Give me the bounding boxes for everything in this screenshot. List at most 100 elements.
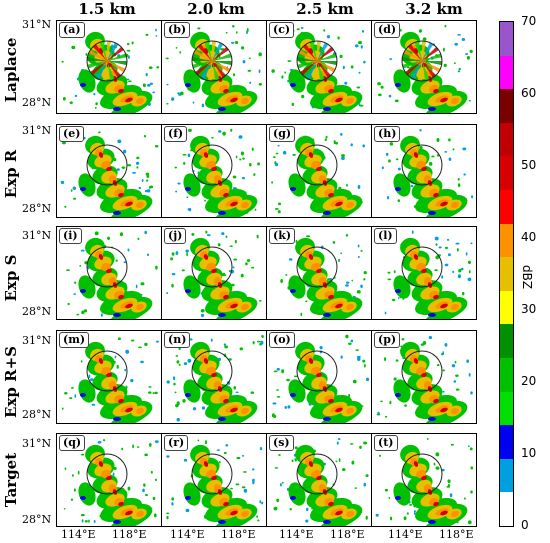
colorbar-segment — [500, 22, 513, 56]
radar-reflectivity-map — [377, 24, 473, 113]
radar-reflectivity-map — [174, 128, 260, 217]
map-panel: (g) — [266, 124, 372, 218]
colorbar-segment — [500, 358, 513, 392]
row-label-exp-s: Exp S — [2, 254, 20, 302]
row-label-exp-r: Exp R — [2, 149, 20, 199]
panel-label: (o) — [269, 332, 295, 348]
map-panel: (r) — [161, 433, 267, 527]
panel-label: (p) — [374, 332, 401, 348]
map-panel: (f) — [161, 124, 267, 218]
map-panel: (p) — [371, 330, 477, 424]
radar-reflectivity-map — [375, 438, 474, 526]
lat-label-south: 28°N — [22, 96, 52, 109]
colorbar-tick-label: 30 — [521, 302, 537, 316]
radar-reflectivity-map — [271, 334, 370, 423]
map-panel: (t) — [371, 433, 477, 527]
panel-label: (q) — [59, 435, 86, 451]
lat-label-north: 31°N — [22, 124, 52, 137]
map-panel: (o) — [266, 330, 372, 424]
panel-label: (f) — [164, 126, 188, 142]
map-panel: (n) — [161, 330, 267, 424]
panel-label: (r) — [164, 435, 189, 451]
colorbar-tick-label: 0 — [521, 518, 529, 532]
row-label-target: Target — [2, 452, 20, 508]
colorbar — [499, 21, 514, 527]
lat-label-north: 31°N — [22, 229, 52, 242]
colorbar-segment — [500, 55, 513, 90]
colorbar-segment — [500, 290, 513, 325]
panel-label: (j) — [164, 228, 187, 244]
panel-label: (t) — [374, 435, 398, 451]
radar-reflectivity-map — [381, 128, 474, 217]
radar-reflectivity-map — [273, 438, 369, 526]
lat-label-north: 31°N — [22, 334, 52, 347]
lat-label-south: 28°N — [22, 513, 52, 526]
row-label-wrap-exp-rs: Exp R+S — [0, 330, 22, 434]
panel-label: (s) — [269, 435, 294, 451]
lat-label-south: 28°N — [22, 305, 52, 318]
colorbar-tick-label: 10 — [521, 446, 537, 460]
colorbar-tick-label: 60 — [521, 86, 537, 100]
lat-label-north: 31°N — [22, 437, 52, 450]
row-label-laplace: Laplace — [2, 37, 20, 103]
colorbar-segment — [500, 190, 513, 224]
lon-label-west: 114°E — [388, 528, 423, 541]
radar-reflectivity-map — [274, 233, 367, 319]
map-panel: (e) — [56, 124, 162, 218]
row-label-wrap-laplace: Laplace — [0, 18, 22, 122]
radar-reflectivity-map — [271, 132, 366, 217]
map-panel: (q) — [56, 433, 162, 527]
radar-reflectivity-map — [376, 336, 473, 423]
radar-reflectivity-map — [166, 334, 264, 423]
radar-reflectivity-map — [166, 439, 264, 526]
colorbar-tick-label: 40 — [521, 230, 537, 244]
map-panel: (b) — [161, 20, 267, 114]
colorbar-segment — [500, 391, 513, 426]
row-label-wrap-target: Target — [0, 428, 22, 532]
lat-label-north: 31°N — [22, 18, 52, 31]
radar-reflectivity-map — [61, 337, 159, 423]
map-panel: (a) — [56, 20, 162, 114]
lat-label-south: 28°N — [22, 202, 52, 215]
lon-label-east: 118°E — [112, 528, 147, 541]
panel-label: (h) — [374, 126, 401, 142]
panel-label: (e) — [59, 126, 85, 142]
colorbar-tick-label: 50 — [521, 158, 537, 172]
map-panel: (s) — [266, 433, 372, 527]
colorbar-segment — [500, 89, 513, 123]
lon-label-west: 114°E — [170, 528, 205, 541]
colorbar-segment — [500, 324, 513, 358]
column-header-1: 1.5 km — [78, 0, 136, 18]
column-header-3: 2.5 km — [296, 0, 354, 18]
radar-reflectivity-map — [61, 25, 160, 113]
panel-label: (l) — [374, 228, 397, 244]
colorbar-segment — [500, 425, 513, 459]
panel-label: (n) — [164, 332, 191, 348]
radar-reflectivity-map — [60, 131, 159, 217]
colorbar-segment — [500, 492, 513, 526]
panel-label: (b) — [164, 22, 191, 38]
colorbar-segment — [500, 458, 513, 493]
panel-label: (i) — [59, 228, 82, 244]
panel-label: (m) — [59, 332, 90, 348]
radar-reflectivity-map — [63, 439, 159, 526]
radar-reflectivity-map — [376, 230, 473, 319]
radar-reflectivity-map — [271, 26, 366, 113]
colorbar-tick-label: 70 — [521, 14, 537, 28]
column-header-4: 3.2 km — [405, 0, 463, 18]
map-panel: (h) — [371, 124, 477, 218]
colorbar-segment — [500, 257, 513, 291]
map-panel: (j) — [161, 226, 267, 320]
map-panel: (i) — [56, 226, 162, 320]
lat-label-south: 28°N — [22, 408, 52, 421]
lon-label-east: 118°E — [221, 528, 256, 541]
radar-reflectivity-map — [166, 230, 262, 319]
column-header-2: 2.0 km — [187, 0, 245, 18]
panel-label: (d) — [374, 22, 401, 38]
lon-label-east: 118°E — [330, 528, 365, 541]
colorbar-segment — [500, 223, 513, 258]
panel-label: (c) — [269, 22, 295, 38]
panel-label: (a) — [59, 22, 85, 38]
lon-label-east: 118°E — [439, 528, 474, 541]
panel-label: (k) — [269, 228, 296, 244]
